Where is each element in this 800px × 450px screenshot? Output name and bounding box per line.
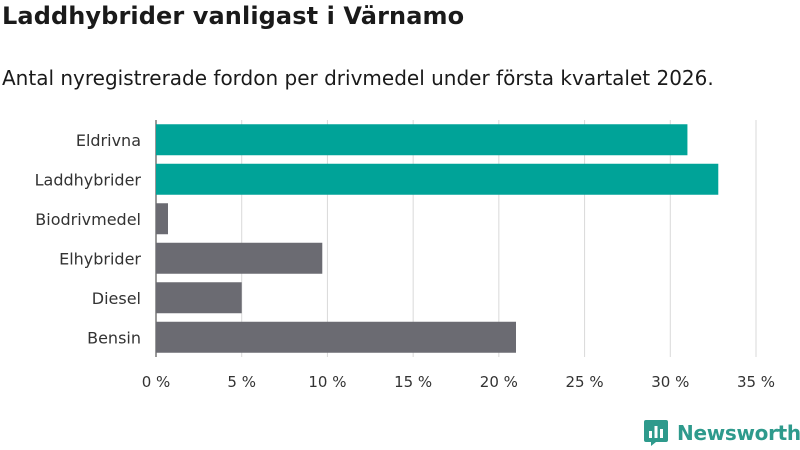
bar-laddhybrider xyxy=(156,163,719,195)
chart-title: Laddhybrider vanligast i Värnamo xyxy=(2,2,465,30)
bar-bensin xyxy=(156,321,516,353)
category-label: Biodrivmedel xyxy=(35,210,141,229)
x-tick-label: 5 % xyxy=(227,373,256,391)
category-label: Elhybrider xyxy=(59,249,141,268)
x-tick-label: 10 % xyxy=(308,373,346,391)
newsworthy-logo: Newsworthy xyxy=(644,420,800,446)
x-tick-label: 30 % xyxy=(651,373,689,391)
bar-eldrivna xyxy=(156,124,688,156)
bar-diesel xyxy=(156,282,242,314)
x-tick-label: 15 % xyxy=(394,373,432,391)
x-tick-label: 0 % xyxy=(142,373,171,391)
x-tick-label: 25 % xyxy=(566,373,604,391)
category-label: Eldrivna xyxy=(76,131,141,150)
bar-elhybrider xyxy=(156,242,323,274)
category-label: Laddhybrider xyxy=(35,170,142,189)
x-tick-label: 20 % xyxy=(480,373,518,391)
category-labels: Eldrivna Laddhybrider Biodrivmedel Elhybrid… xyxy=(35,131,142,348)
x-axis-tick-labels: 0 % 5 % 10 % 15 % 20 % 25 % 30 % 35 % xyxy=(142,373,775,391)
category-label: Diesel xyxy=(92,289,141,308)
brand-name: Newsworthy xyxy=(677,421,800,445)
chart-subtitle: Antal nyregistrerade fordon per drivmede… xyxy=(2,66,714,90)
newsworthy-logo-icon xyxy=(644,420,668,446)
x-tick-label: 35 % xyxy=(737,373,775,391)
bars xyxy=(156,124,719,353)
bar-biodrivmedel xyxy=(156,203,168,235)
category-label: Bensin xyxy=(87,328,141,347)
grid-lines xyxy=(155,120,757,357)
